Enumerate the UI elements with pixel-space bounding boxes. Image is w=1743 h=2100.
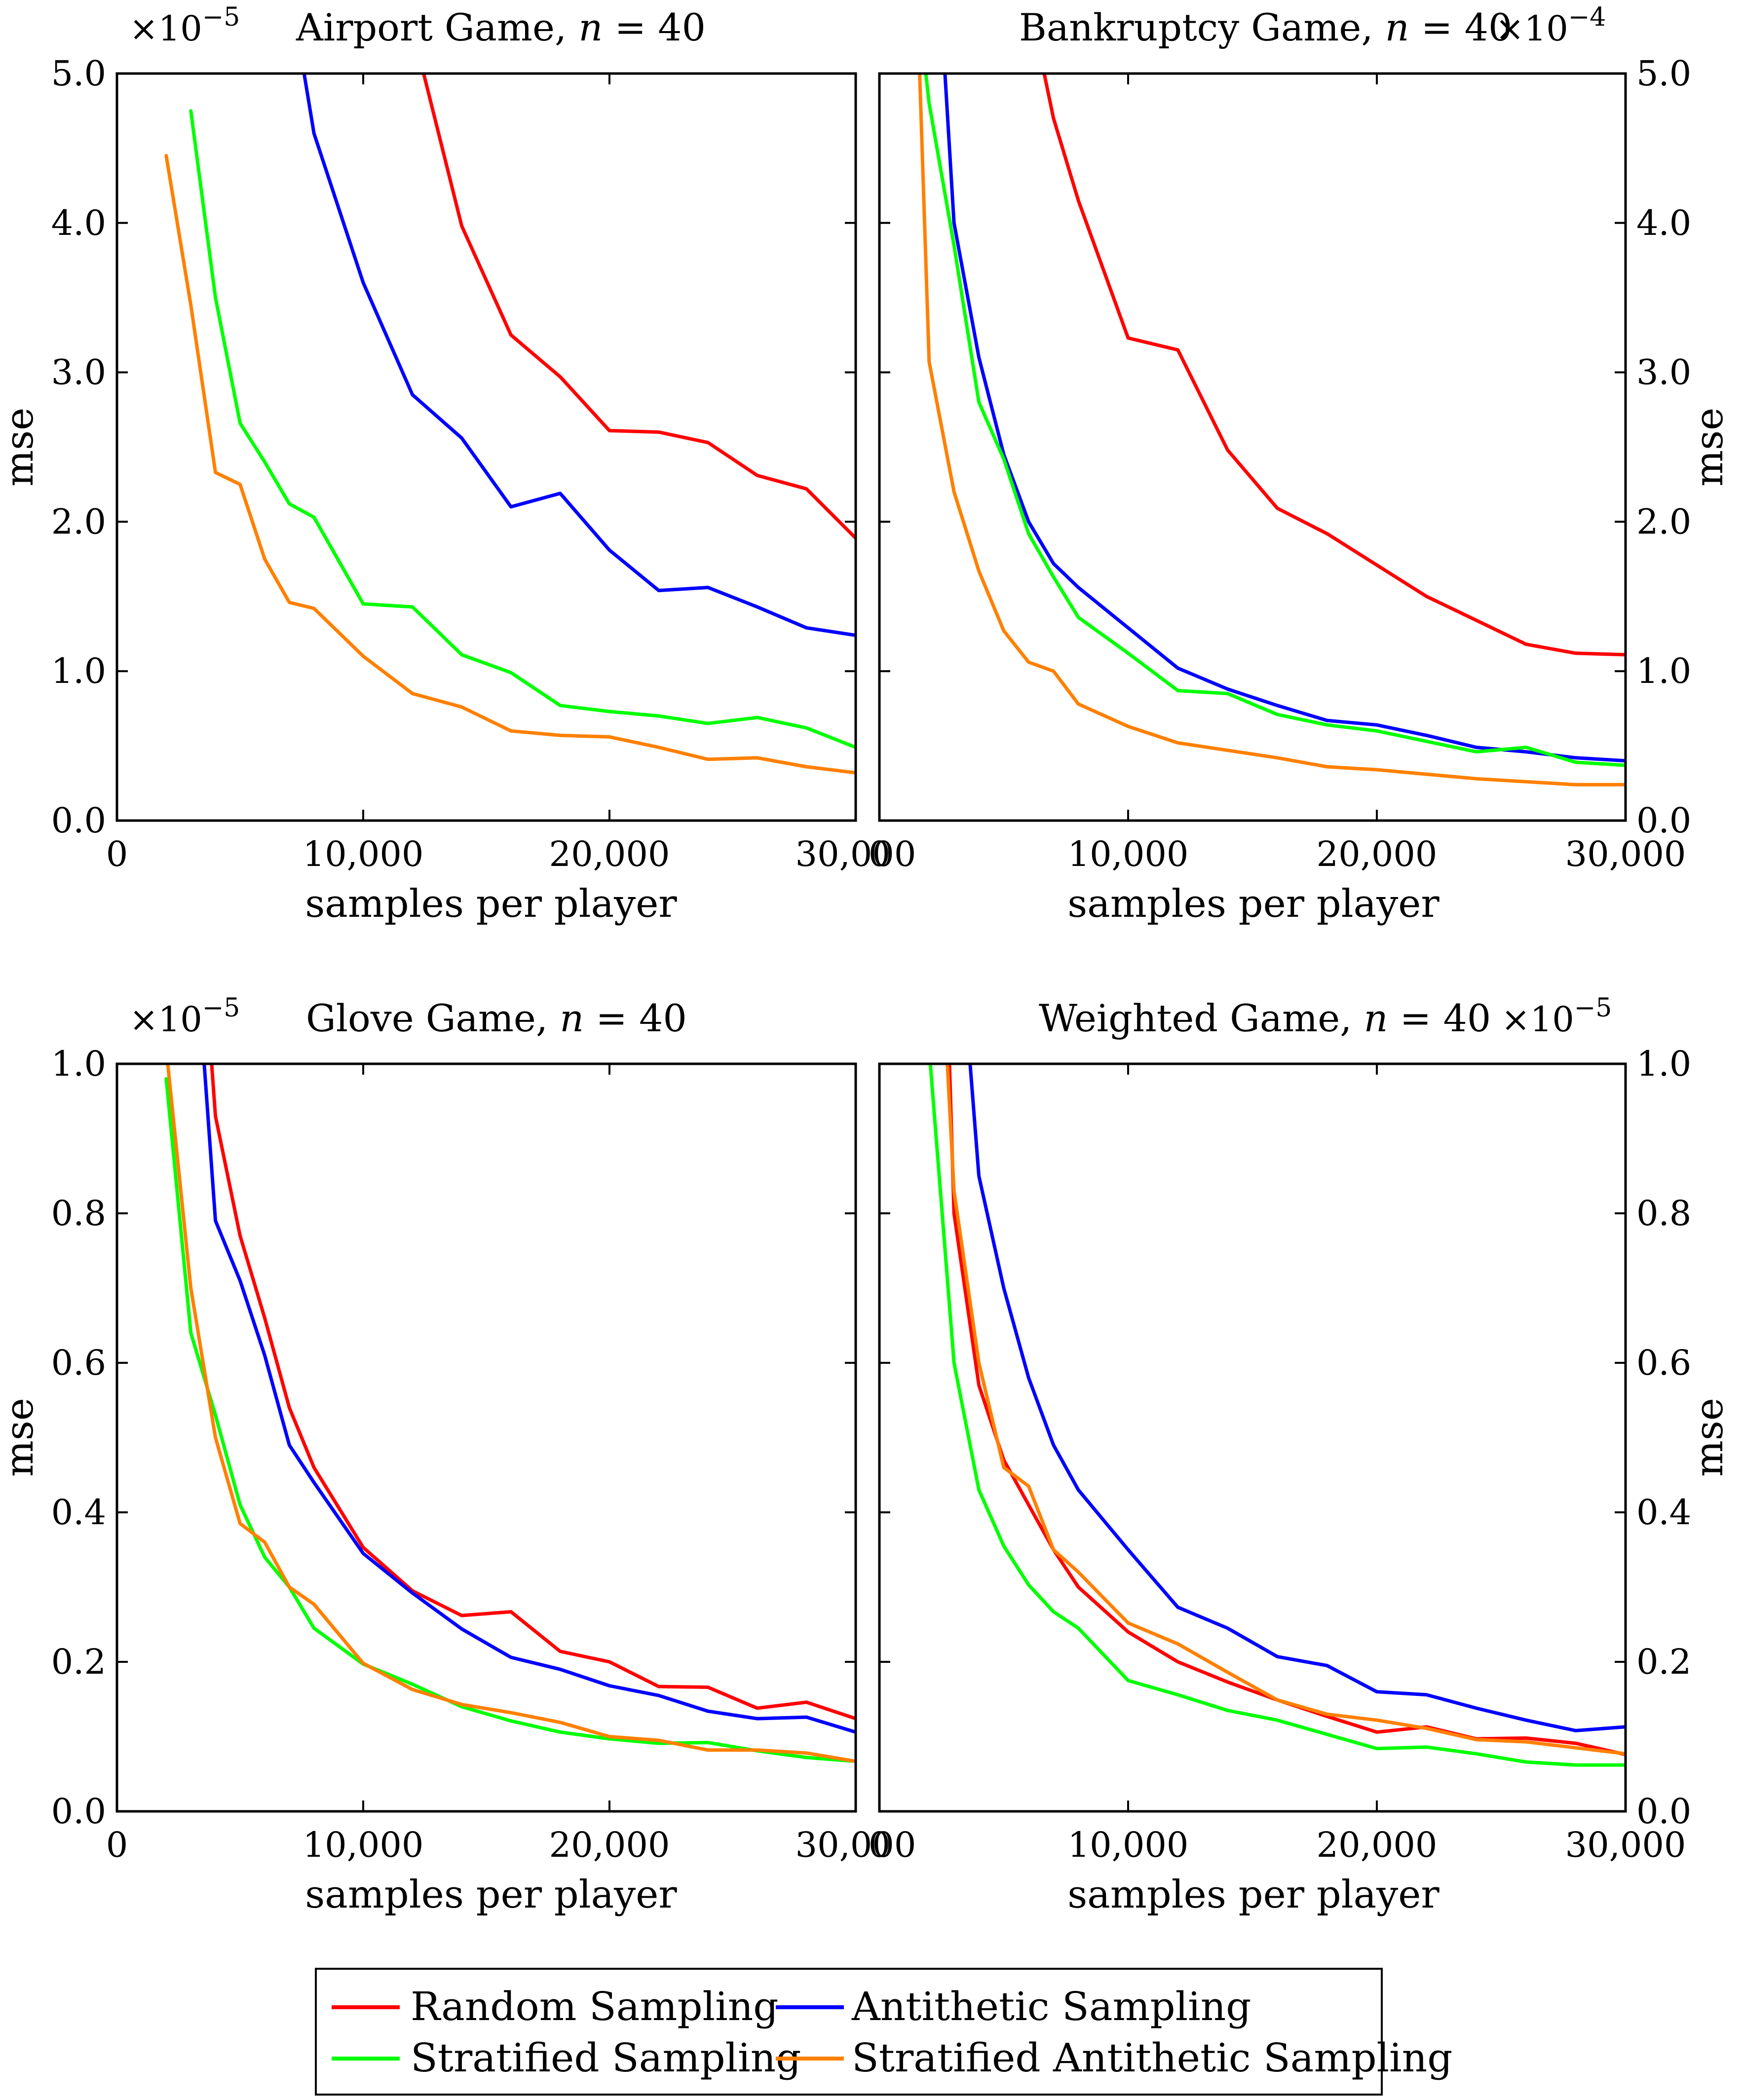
legend-item-antithetic: Antithetic Sampling bbox=[776, 1984, 1251, 2029]
bankruptcy-series-antithetic-sampling bbox=[943, 74, 1626, 763]
airport-series bbox=[164, 74, 856, 775]
airport-ytick-label: 3.0 bbox=[51, 352, 106, 393]
airport-series-stratified-sampling bbox=[189, 109, 856, 750]
legend-item-random: Random Sampling bbox=[332, 1984, 778, 2029]
glove-ytick-label: 1.0 bbox=[51, 1044, 106, 1084]
bankruptcy-ylabel: mse bbox=[1687, 408, 1732, 487]
legend-box bbox=[315, 1968, 1383, 2096]
airport-series-stratified-antithetic-sampling bbox=[164, 154, 856, 775]
glove-xtick-label: 10,000 bbox=[303, 1825, 424, 1865]
bankruptcy-plot-frame bbox=[878, 72, 1627, 822]
glove-multiplier: ×10−5 bbox=[129, 993, 240, 1040]
glove-series-antithetic-sampling bbox=[202, 1064, 856, 1734]
glove-ytick-label: 0.8 bbox=[51, 1193, 106, 1234]
bankruptcy-multiplier: ×10−4 bbox=[1495, 2, 1606, 49]
airport-ytick-label: 2.0 bbox=[51, 501, 106, 542]
weighted-title: Weighted Game, n = 40 bbox=[1039, 996, 1491, 1040]
weighted-series-stratified-antithetic-sampling bbox=[946, 1064, 1626, 1756]
bankruptcy-series-random-sampling bbox=[1042, 74, 1626, 657]
weighted-series-random-sampling bbox=[947, 1064, 1626, 1757]
weighted-ytick-label: 0.4 bbox=[1636, 1492, 1691, 1533]
weighted-ytick-label: 0.6 bbox=[1636, 1343, 1691, 1383]
airport-xtick-label: 0 bbox=[106, 834, 128, 874]
legend-item-stratified-antithetic: Stratified Antithetic Sampling bbox=[776, 2035, 1452, 2081]
bankruptcy-ytick-label: 5.0 bbox=[1636, 53, 1691, 94]
glove-ylabel: mse bbox=[0, 1398, 42, 1477]
airport-ytick-label: 0.0 bbox=[51, 800, 106, 841]
glove-series-stratified-antithetic-sampling bbox=[166, 1064, 856, 1763]
legend-label-antithetic: Antithetic Sampling bbox=[851, 1984, 1251, 2029]
glove-ticks: 0 10,000 20,000 30,000 0.0 0.2 0.4 0.6 0.8 1.0 bbox=[51, 1044, 916, 1865]
bankruptcy-series bbox=[918, 74, 1626, 787]
legend-label-stratified: Stratified Sampling bbox=[411, 2035, 801, 2081]
bankruptcy-series-stratified-antithetic-sampling bbox=[918, 74, 1626, 787]
bankruptcy-series-stratified-sampling bbox=[924, 74, 1626, 767]
glove-ytick-label: 0.0 bbox=[51, 1791, 106, 1832]
bankruptcy-ytick-label: 0.0 bbox=[1636, 800, 1691, 841]
glove-xtick-label: 30,000 bbox=[796, 1825, 916, 1865]
airport-xlabel: samples per player bbox=[305, 882, 677, 926]
glove-ytick-label: 0.6 bbox=[51, 1343, 106, 1383]
weighted-ytick-label: 1.0 bbox=[1636, 1044, 1691, 1084]
weighted-ytick-label: 0.8 bbox=[1636, 1193, 1691, 1234]
weighted-xtick-label: 10,000 bbox=[1068, 1825, 1189, 1865]
weighted-series-stratified-sampling bbox=[928, 1064, 1626, 1767]
panel-glove: 0 10,000 20,000 30,000 0.0 0.2 0.4 0.6 0.8 1.0 Gl… bbox=[0, 993, 916, 1917]
weighted-series bbox=[928, 1064, 1626, 1767]
airport-plot-frame bbox=[115, 72, 857, 822]
glove-xtick-label: 0 bbox=[106, 1825, 128, 1865]
legend-label-stratified-antithetic: Stratified Antithetic Sampling bbox=[852, 2035, 1452, 2081]
airport-title: Airport Game, n = 40 bbox=[296, 5, 706, 49]
bankruptcy-xtick-label: 20,000 bbox=[1317, 834, 1438, 874]
glove-plot-frame bbox=[115, 1062, 857, 1813]
airport-ylabel: mse bbox=[0, 408, 42, 487]
weighted-series-antithetic-sampling bbox=[968, 1064, 1626, 1732]
airport-ytick-label: 4.0 bbox=[51, 203, 106, 243]
airport-xtick-label: 10,000 bbox=[303, 834, 424, 874]
airport-multiplier: ×10−5 bbox=[129, 2, 240, 49]
weighted-xtick-label: 0 bbox=[869, 1825, 891, 1865]
glove-xlabel: samples per player bbox=[305, 1873, 677, 1917]
weighted-ylabel: mse bbox=[1687, 1398, 1732, 1477]
legend-label-random: Random Sampling bbox=[411, 1984, 778, 2029]
bankruptcy-xtick-label: 0 bbox=[869, 834, 891, 874]
weighted-multiplier: ×10−5 bbox=[1501, 993, 1612, 1040]
legend-item-stratified: Stratified Sampling bbox=[332, 2035, 801, 2081]
airport-ticks: 0 10,000 20,000 30,000 0.0 1.0 2.0 3.0 4.0 5.0 bbox=[51, 53, 916, 874]
glove-series bbox=[164, 1064, 856, 1763]
bankruptcy-ytick-label: 3.0 bbox=[1636, 352, 1691, 393]
airport-xtick-label: 30,000 bbox=[796, 834, 916, 874]
bankruptcy-xtick-label: 10,000 bbox=[1068, 834, 1189, 874]
airport-series-antithetic-sampling bbox=[302, 74, 856, 637]
weighted-xtick-label: 20,000 bbox=[1317, 1825, 1438, 1865]
weighted-xlabel: samples per player bbox=[1067, 1873, 1440, 1917]
bankruptcy-ytick-label: 2.0 bbox=[1636, 501, 1691, 542]
weighted-ytick-label: 0.0 bbox=[1636, 1791, 1691, 1832]
bankruptcy-title: Bankruptcy Game, n = 40 bbox=[1019, 5, 1512, 49]
legend: Random Sampling Antithetic Sampling Stra… bbox=[315, 1968, 1452, 2096]
bankruptcy-ytick-label: 1.0 bbox=[1636, 651, 1691, 691]
airport-series-random-sampling bbox=[421, 74, 856, 540]
panel-airport: 0 10,000 20,000 30,000 0.0 1.0 2.0 3.0 4.0 5.0 Ai… bbox=[0, 2, 916, 926]
airport-ytick-label: 1.0 bbox=[51, 651, 106, 691]
weighted-ytick-label: 0.2 bbox=[1636, 1642, 1691, 1682]
bankruptcy-xtick-label: 30,000 bbox=[1565, 834, 1686, 874]
glove-title: Glove Game, n = 40 bbox=[306, 996, 687, 1040]
bankruptcy-xlabel: samples per player bbox=[1067, 882, 1440, 926]
weighted-xtick-label: 30,000 bbox=[1565, 1825, 1686, 1865]
airport-ytick-label: 5.0 bbox=[51, 53, 106, 94]
glove-ytick-label: 0.4 bbox=[51, 1492, 106, 1533]
bankruptcy-ytick-label: 4.0 bbox=[1636, 203, 1691, 243]
airport-xtick-label: 20,000 bbox=[549, 834, 670, 874]
glove-series-random-sampling bbox=[210, 1064, 856, 1721]
weighted-plot-frame bbox=[878, 1062, 1627, 1813]
glove-ytick-label: 0.2 bbox=[51, 1642, 106, 1682]
glove-xtick-label: 20,000 bbox=[549, 1825, 670, 1865]
